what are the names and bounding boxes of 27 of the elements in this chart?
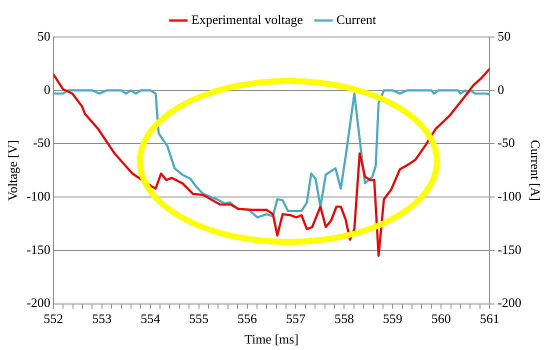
y2-tick-label: 0 [498, 82, 504, 97]
y2-tick-label: -150 [498, 242, 522, 257]
x-tick-label: 554 [140, 311, 161, 326]
x-tick-label: 557 [286, 311, 306, 326]
y2-tick-label: -50 [498, 135, 515, 150]
x-tick-label: 553 [92, 311, 112, 326]
x-axis-title: Time [ms] [244, 332, 299, 347]
y2-tick-label: -200 [498, 295, 522, 310]
y2-axis-title: Current [A] [528, 140, 543, 201]
y-tick-label: -100 [26, 188, 50, 204]
legend-label: Current [336, 12, 377, 27]
y-tick-label: -50 [33, 135, 50, 150]
y-tick-label: 50 [37, 28, 50, 44]
x-tick-label: 555 [189, 311, 209, 326]
y-tick-label: -150 [26, 242, 50, 257]
y-tick-label: 0 [44, 82, 50, 97]
y-tick-label: -200 [26, 295, 50, 310]
x-tick-label: 559 [382, 311, 402, 326]
x-tick-label: 560 [431, 311, 451, 326]
y2-tick-label: -100 [498, 188, 522, 204]
legend-label: Experimental voltage [191, 12, 304, 27]
x-tick-label: 552 [44, 311, 64, 326]
x-tick-label: 556 [238, 311, 258, 326]
y2-tick-label: 50 [498, 28, 511, 44]
x-tick-label: 561 [480, 311, 500, 326]
x-tick-label: 558 [334, 311, 354, 326]
y-axis-title: Voltage [V] [5, 140, 20, 201]
